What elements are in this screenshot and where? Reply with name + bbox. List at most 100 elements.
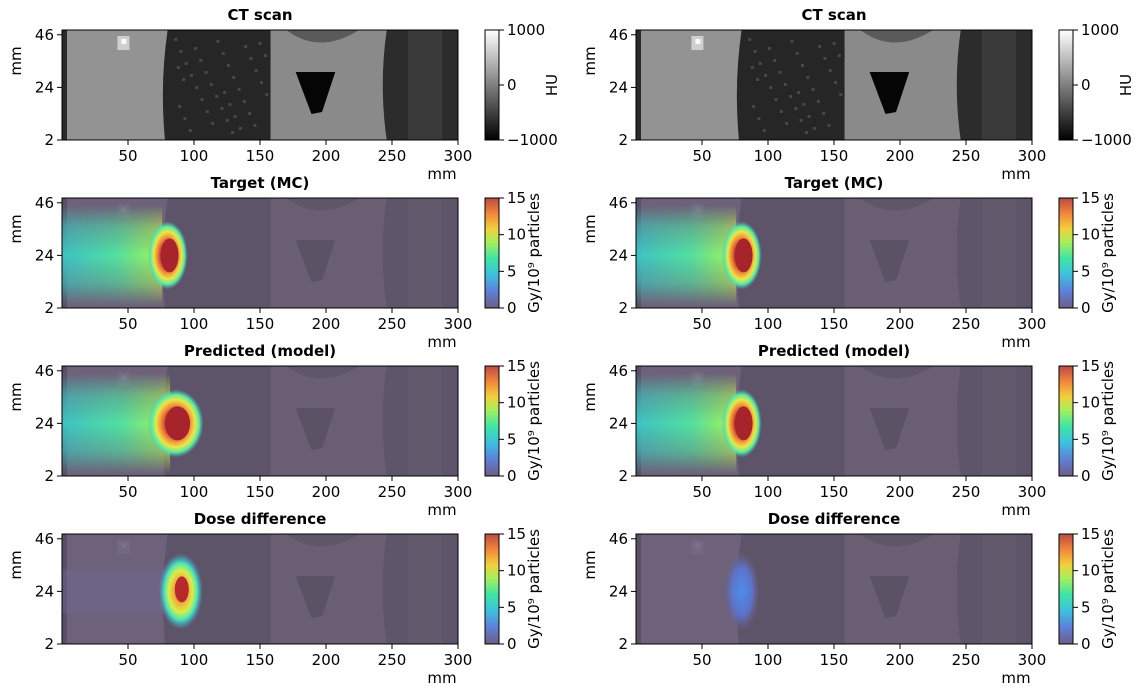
colorbar-tick-label: 15 <box>507 189 526 207</box>
x-tick-label: 200 <box>886 147 915 165</box>
x-tick-label: 200 <box>886 483 915 501</box>
colorbar-tick-label: −1000 <box>1081 131 1132 149</box>
x-axis-label: mm <box>1001 669 1030 687</box>
y-tick-label: 46 <box>609 194 628 212</box>
dose-beam <box>636 205 737 306</box>
ct-image <box>62 534 458 644</box>
y-tick-label: 46 <box>35 26 54 44</box>
x-tick-label: 100 <box>180 147 209 165</box>
x-tick-label: 200 <box>886 651 915 669</box>
ct-image <box>62 198 458 308</box>
x-tick-label: 250 <box>952 483 981 501</box>
colorbar <box>1058 29 1074 141</box>
dose-beam <box>62 205 163 306</box>
x-tick-label: 150 <box>820 147 849 165</box>
x-tick-label: 200 <box>312 315 341 333</box>
colorbar-tick-label: 10 <box>507 562 526 580</box>
y-tick-label: 2 <box>44 467 54 485</box>
colorbar-tick-label: 0 <box>1081 635 1091 653</box>
x-tick-label: 300 <box>444 315 473 333</box>
panel-title: CT scan <box>801 6 866 24</box>
ct-image <box>636 198 1032 308</box>
panel-ct-right: CT scan 50 100 150 200 250 300 46 24 2 mm mm 1000 0 −1… <box>581 6 1135 183</box>
x-axis-label: mm <box>1001 165 1030 183</box>
x-tick-label: 150 <box>246 651 275 669</box>
x-tick-label: 150 <box>820 483 849 501</box>
y-axis-label: mm <box>581 214 599 243</box>
dose-hotspot <box>734 238 753 273</box>
x-tick-label: 100 <box>180 483 209 501</box>
colorbar-tick-label: 0 <box>1081 467 1091 485</box>
y-axis-label: mm <box>581 46 599 75</box>
x-tick-label: 150 <box>820 315 849 333</box>
colorbar-tick-label: 5 <box>1081 598 1091 616</box>
diff-hotspot <box>174 576 189 603</box>
y-tick-label: 24 <box>35 78 54 96</box>
colorbar-label: HU <box>543 74 561 96</box>
y-tick-label: 46 <box>35 530 54 548</box>
x-tick-label: 150 <box>820 651 849 669</box>
y-tick-label: 2 <box>44 635 54 653</box>
colorbar-tick-label: 10 <box>507 226 526 244</box>
colorbar-tick-label: 5 <box>1081 430 1091 448</box>
y-tick-label: 2 <box>44 131 54 149</box>
colorbar-tick-label: 0 <box>507 299 517 317</box>
y-tick-label: 46 <box>35 194 54 212</box>
y-tick-label: 2 <box>618 131 628 149</box>
colorbar-label: Gy/10⁹ particles <box>525 193 543 313</box>
y-axis-label: mm <box>581 382 599 411</box>
x-tick-label: 300 <box>444 651 473 669</box>
x-axis-label: mm <box>427 501 456 519</box>
dose-hotspot <box>734 406 753 441</box>
colorbar-tick-label: 1000 <box>1081 21 1119 39</box>
y-tick-label: 2 <box>618 299 628 317</box>
colorbar <box>1058 533 1074 645</box>
x-tick-label: 250 <box>378 315 407 333</box>
x-tick-label: 200 <box>312 483 341 501</box>
y-tick-label: 2 <box>618 467 628 485</box>
colorbar-label: HU <box>1117 74 1135 96</box>
y-axis-label: mm <box>581 550 599 579</box>
ct-image <box>62 366 458 476</box>
x-tick-label: 50 <box>118 651 137 669</box>
y-tick-label: 46 <box>609 530 628 548</box>
x-tick-label: 200 <box>886 315 915 333</box>
y-tick-label: 46 <box>35 362 54 380</box>
colorbar-tick-label: 0 <box>507 635 517 653</box>
y-axis-label: mm <box>7 46 25 75</box>
x-tick-label: 50 <box>692 651 711 669</box>
y-tick-label: 24 <box>35 582 54 600</box>
y-tick-label: 24 <box>609 414 628 432</box>
diff-peak <box>723 551 760 632</box>
x-tick-label: 250 <box>378 651 407 669</box>
colorbar <box>484 533 500 645</box>
colorbar-label: Gy/10⁹ particles <box>525 529 543 649</box>
panel-title: Predicted (model) <box>758 342 910 360</box>
y-tick-label: 2 <box>44 299 54 317</box>
y-tick-label: 46 <box>609 362 628 380</box>
x-tick-label: 50 <box>118 147 137 165</box>
x-tick-label: 100 <box>754 315 783 333</box>
colorbar-label: Gy/10⁹ particles <box>1099 193 1117 313</box>
y-tick-label: 24 <box>35 246 54 264</box>
diff-beam <box>62 569 171 614</box>
x-tick-label: 50 <box>118 315 137 333</box>
colorbar-label: Gy/10⁹ particles <box>1099 361 1117 481</box>
colorbar-tick-label: 15 <box>1081 525 1100 543</box>
x-tick-label: 150 <box>246 147 275 165</box>
x-tick-label: 300 <box>1018 147 1047 165</box>
colorbar-tick-label: 10 <box>1081 562 1100 580</box>
colorbar-tick-label: 0 <box>1081 299 1091 317</box>
y-tick-label: 24 <box>609 582 628 600</box>
y-tick-label: 46 <box>609 26 628 44</box>
colorbar-tick-label: 5 <box>507 598 517 616</box>
x-tick-label: 100 <box>754 147 783 165</box>
x-tick-label: 200 <box>312 651 341 669</box>
x-tick-label: 250 <box>952 651 981 669</box>
x-tick-label: 250 <box>378 483 407 501</box>
colorbar <box>484 197 500 309</box>
colorbar-tick-label: 0 <box>1081 76 1091 94</box>
panel-title: Predicted (model) <box>184 342 336 360</box>
panel-dose-left: Predicted (model)50 100 150 200 250 30046242m… <box>7 342 543 519</box>
